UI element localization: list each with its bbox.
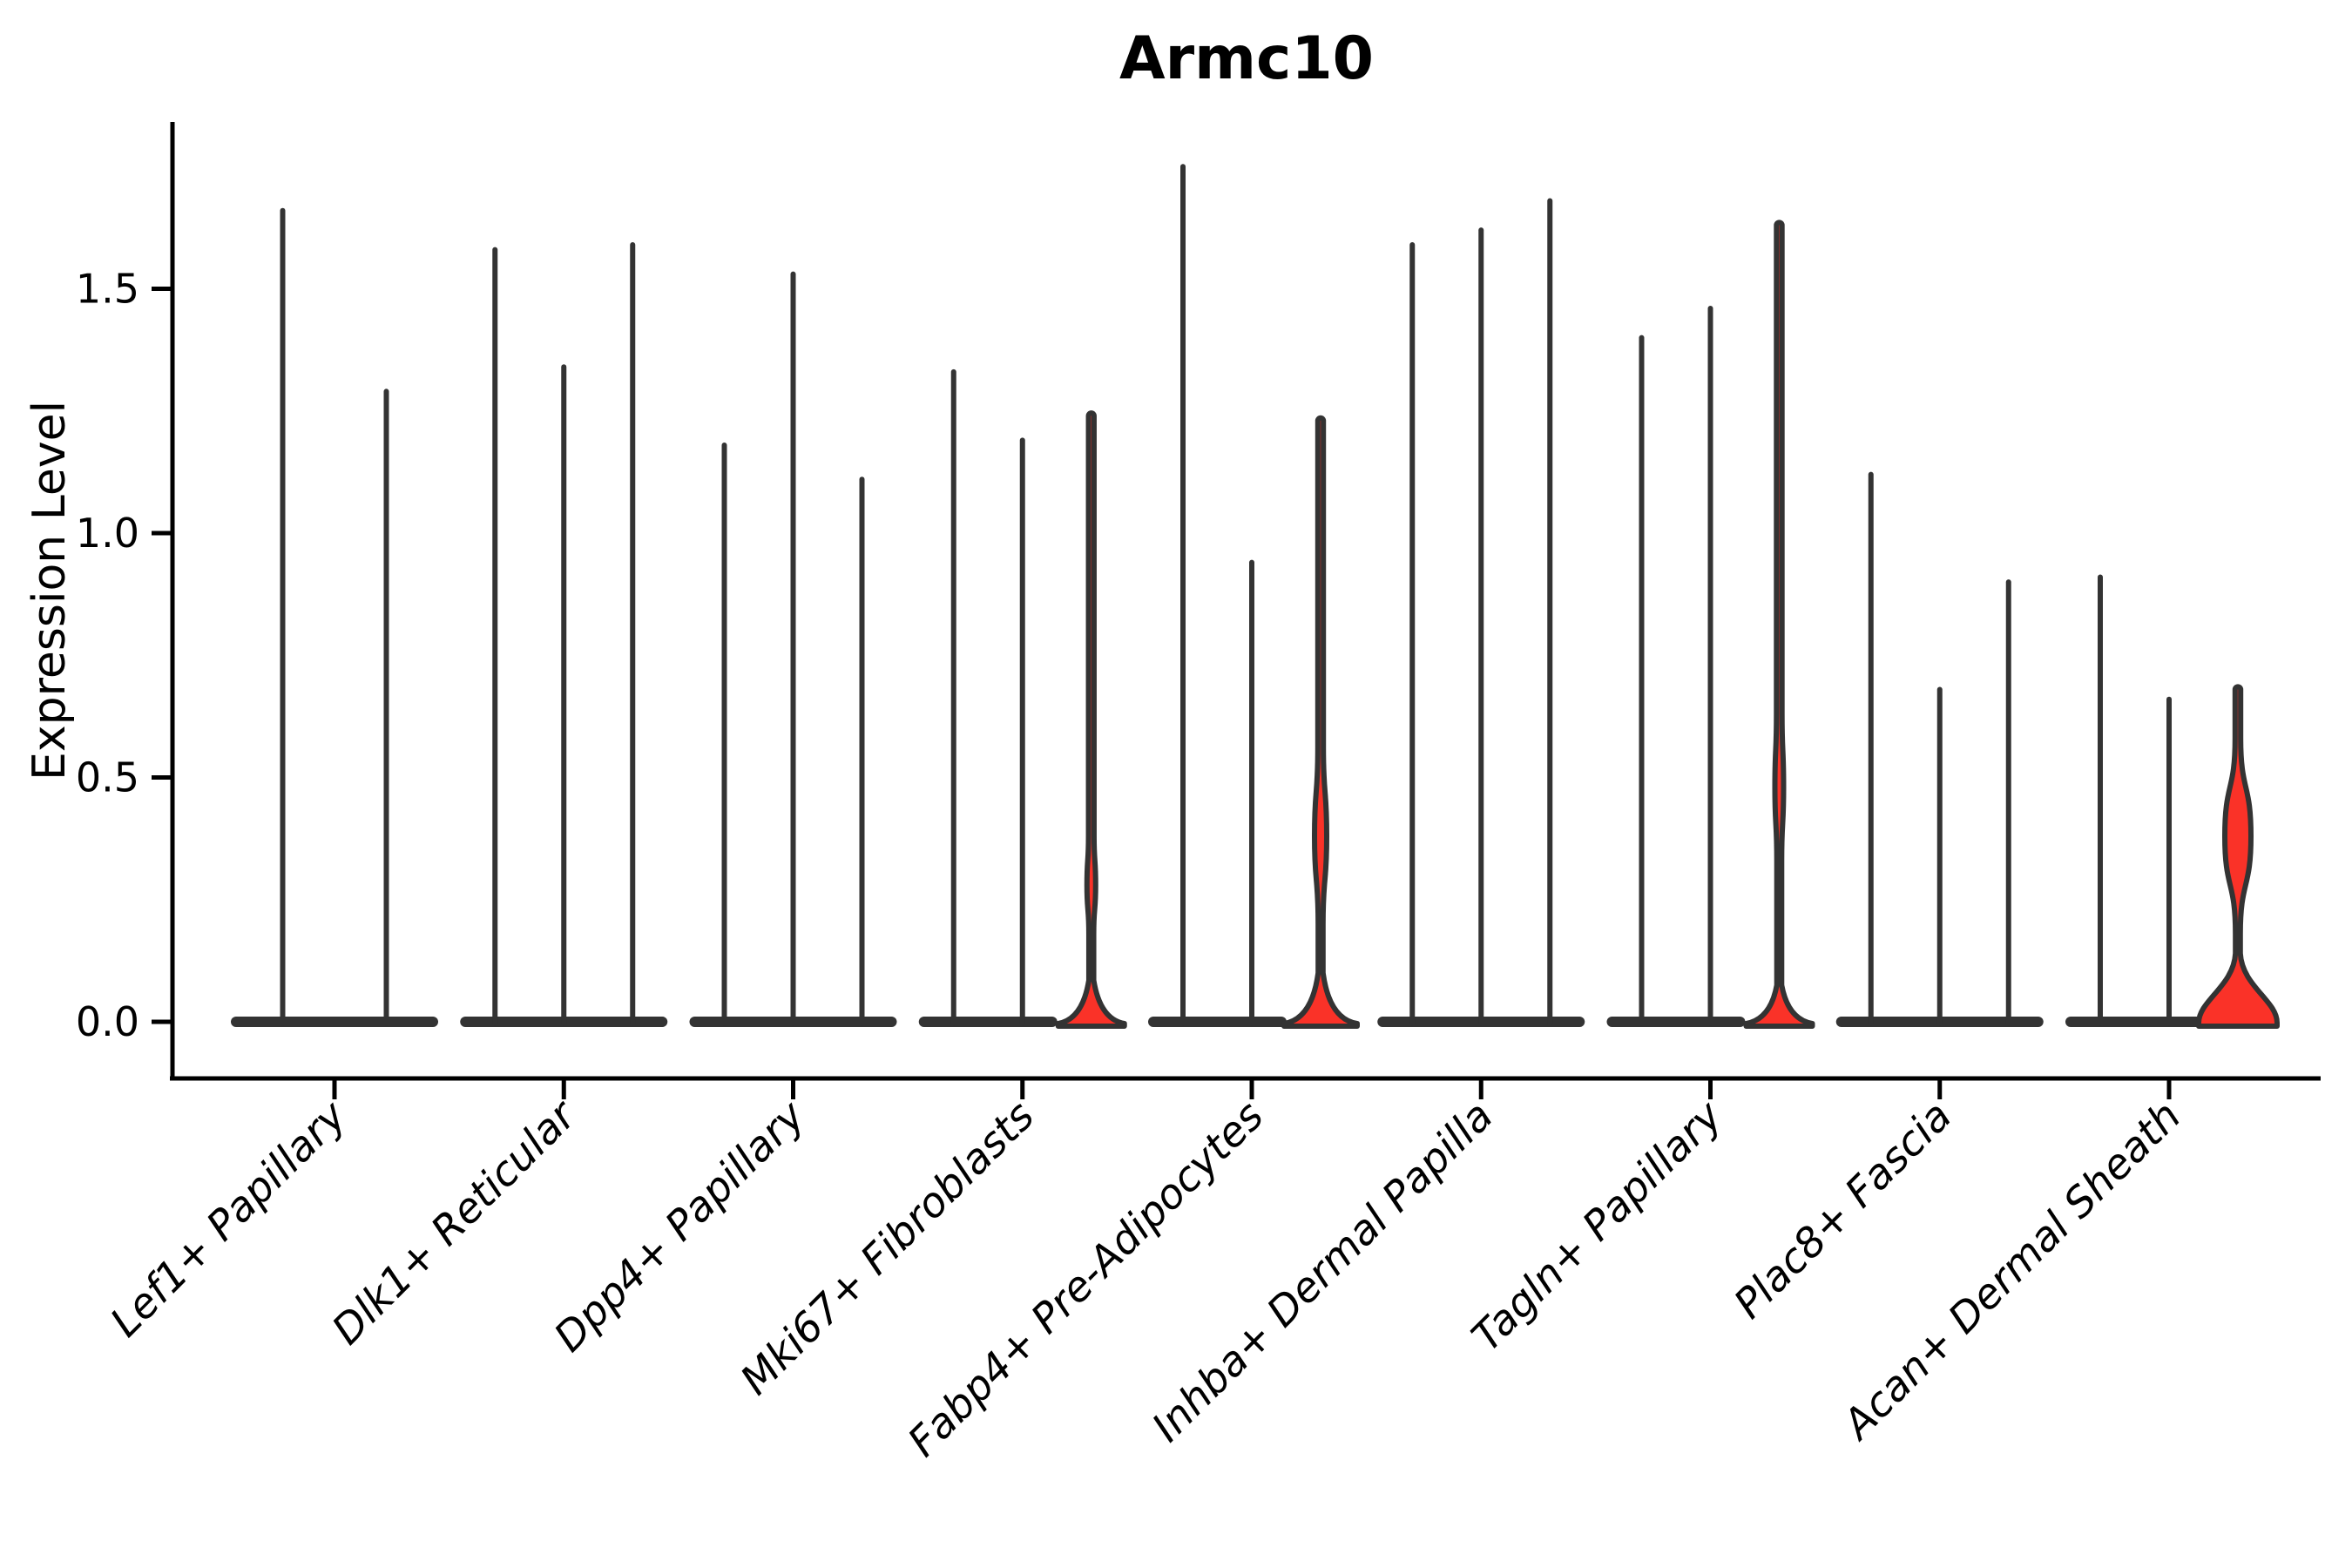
violin-filled: [1743, 220, 1815, 1029]
x-tick-label: Dpp4+ Papillary: [545, 1092, 815, 1362]
violin-base-bar: [918, 1017, 1058, 1027]
x-tick-label: Lef1+ Papillary: [101, 1092, 356, 1347]
violin-filled: [1055, 410, 1127, 1029]
violin-base-bar: [1148, 1017, 1287, 1027]
x-tick-label: Tagln+ Papillary: [1463, 1092, 1733, 1362]
violin-base-bar: [2065, 1017, 2204, 1027]
x-tick-label: Plac8+ Fascia: [1725, 1092, 1961, 1328]
violin-base-bar: [231, 1017, 438, 1027]
violin-filled: [1281, 415, 1360, 1029]
x-tick-label: Dlk1+ Reticular: [323, 1091, 587, 1355]
y-tick-label: 1.5: [76, 266, 139, 313]
y-tick-label: 1.0: [76, 510, 139, 557]
y-tick-label: 0.5: [76, 754, 139, 801]
violin-base-bar: [1606, 1017, 1746, 1027]
violin-filled: [2196, 684, 2280, 1029]
y-tick-label: 0.0: [76, 998, 139, 1045]
chart-title: Armc10: [1119, 24, 1374, 93]
